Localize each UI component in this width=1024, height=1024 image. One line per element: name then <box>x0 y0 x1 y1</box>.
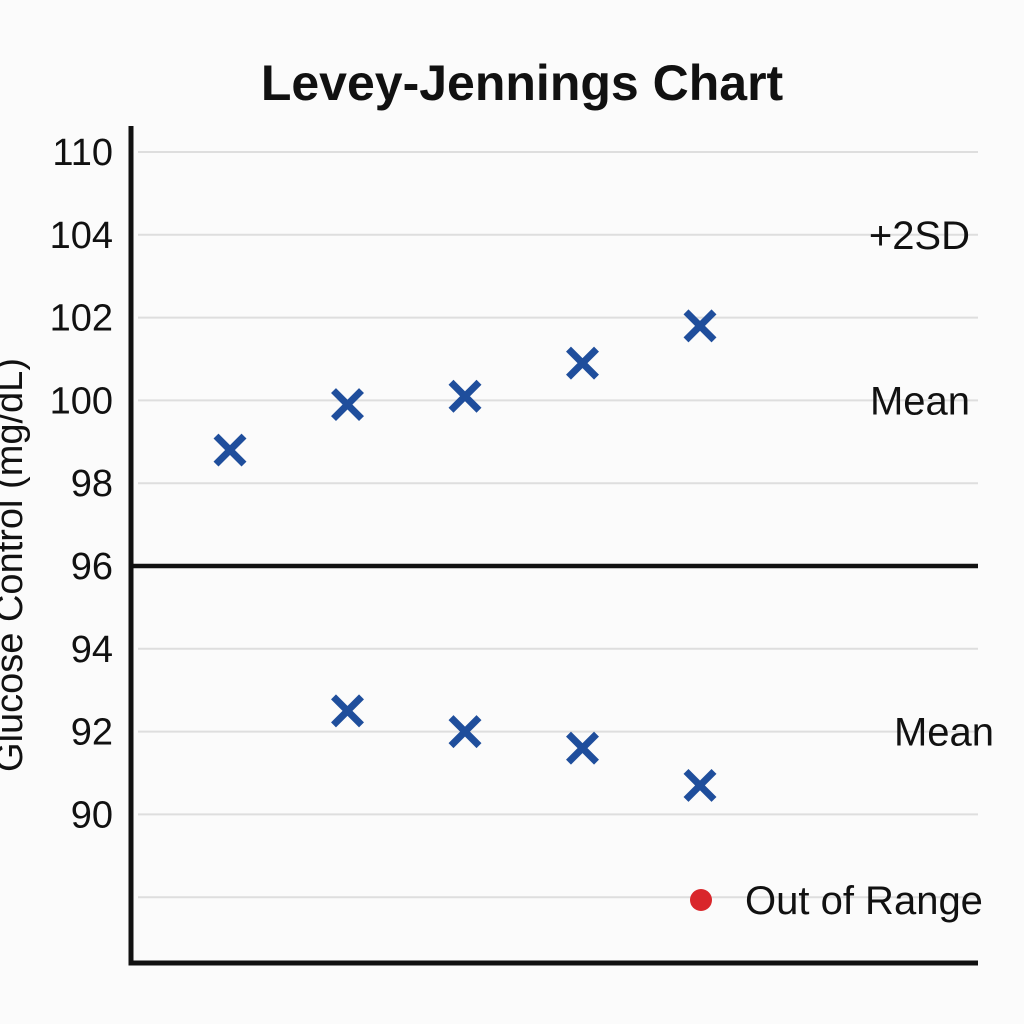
y-tick-label: 100 <box>50 380 113 422</box>
legend: Out of Range <box>690 879 983 923</box>
data-point-x-marker <box>213 433 247 467</box>
legend-marker-out-of-range <box>690 889 712 911</box>
y-tick-label: 92 <box>71 712 113 754</box>
y-tick-label: 90 <box>71 794 113 836</box>
reference-line-label: Mean <box>870 379 970 423</box>
data-point-x-marker <box>566 731 599 765</box>
y-axis-label: Glucose Control (mg/dL) <box>0 358 31 772</box>
data-point-x-marker <box>448 379 482 413</box>
data-point-x-marker <box>683 768 717 802</box>
data-points <box>213 309 717 802</box>
reference-line-label: Mean <box>894 711 994 755</box>
y-tick-label: 96 <box>71 546 113 588</box>
data-point-x-marker <box>331 388 364 422</box>
y-tick-label: 102 <box>50 298 113 340</box>
reference-line-label: +2SD <box>869 214 970 258</box>
y-tick-labels: 110 104 102 100 98 96 94 92 90 <box>50 132 113 836</box>
grid-lines <box>138 151 978 899</box>
chart-title: Levey-Jennings Chart <box>261 55 784 111</box>
legend-label-out-of-range: Out of Range <box>745 879 983 923</box>
y-tick-label: 98 <box>71 463 113 505</box>
reference-lines: +2SD Mean Mean <box>131 214 994 755</box>
y-tick-label: 94 <box>71 629 113 671</box>
data-point-x-marker <box>448 715 482 749</box>
axis-frame <box>128 126 978 966</box>
axes <box>128 126 978 966</box>
y-tick-label: 110 <box>52 132 113 174</box>
y-tick-label: 104 <box>50 215 113 257</box>
data-point-x-marker <box>683 309 717 343</box>
data-point-x-marker <box>331 694 364 728</box>
data-point-x-marker <box>566 346 599 380</box>
